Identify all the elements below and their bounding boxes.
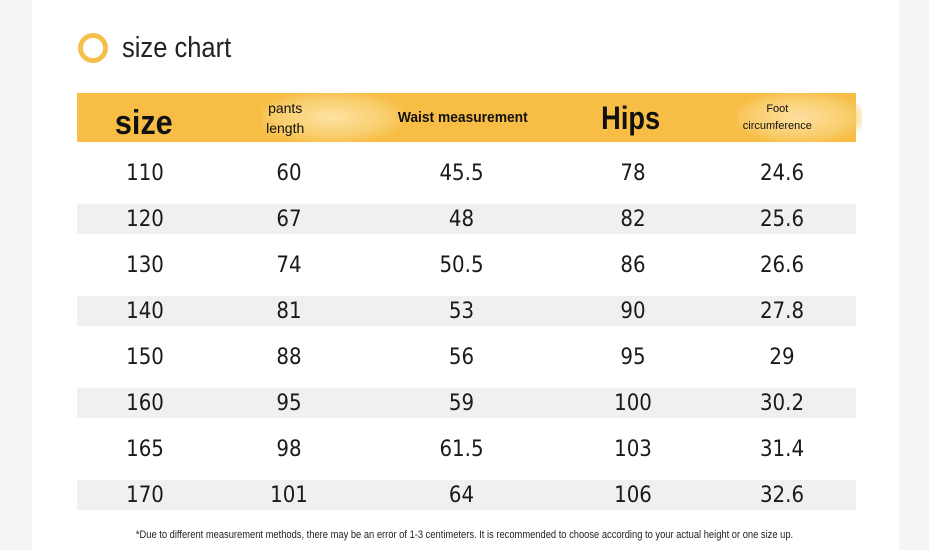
header-pants-line1: pants [268,99,303,116]
cell-size: 120 [126,206,164,232]
cell-hips: 106 [614,482,652,508]
header-pants-line2: length [266,119,305,136]
cell-pants-length: 101 [270,482,308,508]
ring-icon [78,33,108,63]
table-row: 170 101 64 106 32.6 [77,480,856,510]
header-foot-line2: circumference [742,119,812,132]
header-foot-line1: Foot [766,102,789,115]
header-foot-circumference: Foot circumference [705,93,856,142]
page-panel [32,0,899,550]
cell-size: 160 [126,390,164,416]
cell-hips: 103 [614,436,652,462]
cell-waist: 59 [448,390,475,416]
cell-size: 150 [126,344,164,370]
cell-hips: 78 [620,160,646,186]
cell-hips: 82 [620,206,646,232]
cell-pants-length: 88 [276,344,302,370]
cell-hips: 100 [614,390,652,416]
cell-hips: 90 [620,298,646,324]
cell-foot: 29 [769,344,795,370]
table-row: 160 95 59 100 30.2 [77,388,856,418]
cell-foot: 31.4 [759,436,805,462]
header-pants-length: pants length [211,93,368,142]
table-row: 150 88 56 95 29 [77,342,856,372]
size-table: size pants length Waist measurement Hips… [77,93,862,510]
table-row: 120 67 48 82 25.6 [77,204,856,234]
cell-waist: 50.5 [439,252,484,278]
header-size: size [114,104,173,142]
cell-foot: 30.2 [759,390,805,416]
table-row: 140 81 53 90 27.8 [77,296,856,326]
cell-pants-length: 60 [276,160,302,186]
cell-size: 170 [126,482,164,508]
cell-waist: 61.5 [439,436,484,462]
cell-waist: 56 [448,344,475,370]
table-header: size pants length Waist measurement Hips… [77,93,862,142]
cell-waist: 53 [448,298,475,324]
page-title: size chart [122,31,232,64]
table-row: 130 74 50.5 86 26.6 [77,250,856,280]
cell-waist: 64 [448,482,475,508]
header-waist: Waist measurement [397,109,528,126]
cell-foot: 32.6 [759,482,805,508]
cell-pants-length: 98 [276,436,302,462]
table-row: 165 98 61.5 103 31.4 [77,434,856,464]
cell-size: 110 [126,160,164,186]
cell-pants-length: 67 [276,206,302,232]
cell-pants-length: 95 [276,390,302,416]
cell-foot: 25.6 [759,206,805,232]
cell-hips: 86 [620,252,646,278]
cell-pants-length: 74 [276,252,302,278]
cell-foot: 24.6 [759,160,805,186]
cell-foot: 26.6 [759,252,805,278]
cell-size: 140 [126,298,164,324]
title-row: size chart [78,30,246,66]
header-hips: Hips [601,100,661,136]
cell-hips: 95 [620,344,646,370]
cell-foot: 27.8 [759,298,805,324]
cell-waist: 48 [448,206,475,232]
table-row: 110 60 45.5 78 24.6 [77,158,856,188]
measurement-note: *Due to different measurement methods, t… [135,529,794,541]
cell-pants-length: 81 [276,298,302,324]
cell-size: 130 [126,252,164,278]
cell-waist: 45.5 [439,160,484,186]
cell-size: 165 [126,436,164,462]
